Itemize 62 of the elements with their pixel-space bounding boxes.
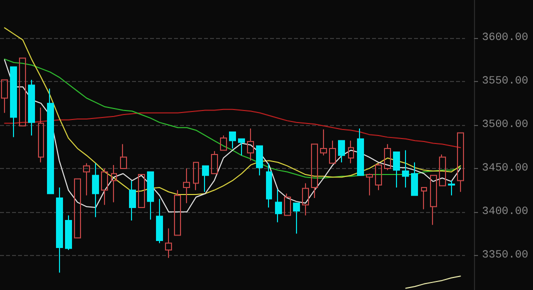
candlestick xyxy=(393,151,400,188)
candlestick xyxy=(101,168,108,206)
candlestick xyxy=(165,228,172,258)
candlestick xyxy=(174,190,181,236)
candlestick xyxy=(211,150,218,174)
candlestick xyxy=(348,140,354,164)
y-tick-label: 3600.00 xyxy=(482,32,528,44)
candlestick xyxy=(129,180,136,222)
candlestick xyxy=(284,193,291,216)
candlestick xyxy=(38,107,44,163)
candlestick xyxy=(457,132,464,192)
candlestick xyxy=(266,162,272,208)
line-series xyxy=(4,59,461,212)
candlestick xyxy=(92,162,99,218)
candlestick xyxy=(366,173,373,196)
candlestick xyxy=(375,162,382,191)
candlestick xyxy=(147,171,154,220)
y-tick-label: 3450.00 xyxy=(482,162,528,174)
candlestick xyxy=(28,79,35,136)
candlestick xyxy=(220,134,227,151)
candlestick xyxy=(256,145,263,176)
candlestick xyxy=(138,174,145,208)
candlestick xyxy=(156,198,163,244)
y-tick-label: 3350.00 xyxy=(482,249,528,262)
y-tick-label: 3500.00 xyxy=(482,119,528,132)
candlestick xyxy=(338,140,345,163)
candlestick xyxy=(293,202,300,234)
candlestick xyxy=(275,188,282,223)
candlestick xyxy=(311,144,318,198)
candlestick xyxy=(47,88,54,194)
candlestick xyxy=(302,182,309,216)
candlestick xyxy=(402,150,409,188)
candlestick xyxy=(111,164,117,203)
candlestick xyxy=(120,144,127,169)
candlestick xyxy=(439,154,446,186)
candlestick xyxy=(329,140,336,164)
candlestick xyxy=(83,162,90,196)
y-tick-label: 3550.00 xyxy=(482,76,528,88)
candlestick xyxy=(421,187,427,210)
candlestick xyxy=(74,178,81,238)
candlestick xyxy=(448,180,455,196)
candlestick xyxy=(56,187,63,274)
candlestick xyxy=(202,165,209,192)
candlestick xyxy=(320,128,327,156)
y-tick-label: 3400.00 xyxy=(482,206,528,218)
line-series xyxy=(4,27,461,195)
candlestick xyxy=(19,58,26,126)
candlestick xyxy=(1,79,8,114)
candlestick xyxy=(384,144,391,171)
candlestick xyxy=(193,162,199,191)
candlestick xyxy=(357,128,364,176)
line-series xyxy=(4,58,461,178)
candlestick xyxy=(247,128,254,162)
candlestick xyxy=(183,168,190,204)
candlestick xyxy=(430,174,437,226)
candlestick xyxy=(229,131,236,149)
candlestick xyxy=(411,162,418,196)
line-series xyxy=(405,276,461,289)
candlestick xyxy=(238,138,245,156)
line-series xyxy=(4,108,461,148)
candlestick xyxy=(10,66,17,138)
candlestick xyxy=(65,214,72,251)
